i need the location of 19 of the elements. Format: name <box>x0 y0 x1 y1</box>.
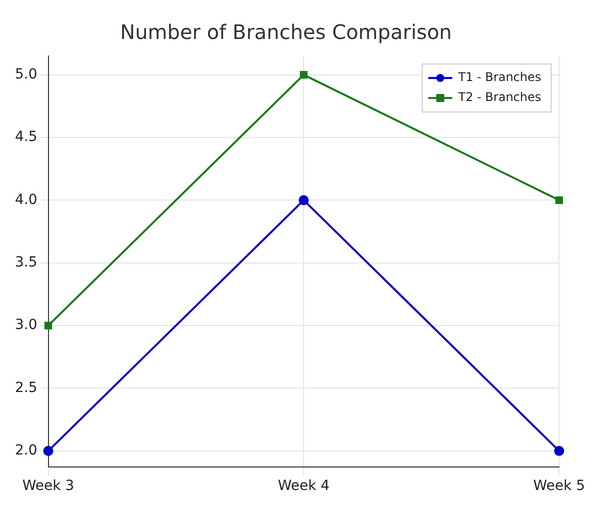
y-tick-label: 2.5 <box>15 380 38 396</box>
y-tick-label: 4.5 <box>15 129 38 146</box>
point <box>300 70 308 79</box>
legend-label: T2 - Branches <box>457 90 542 104</box>
y-tick-label: 2.0 <box>15 442 38 459</box>
legend-label: T1 - Branches <box>457 70 542 84</box>
y-tick-label: 4.0 <box>15 192 38 208</box>
x-tick-label: Week 4 <box>278 478 330 494</box>
x-tick-label: Week 5 <box>533 478 585 494</box>
point <box>43 446 54 456</box>
chart-title: Number of Branches Comparison <box>120 20 452 44</box>
x-tick-label: Week 3 <box>22 478 74 494</box>
point <box>554 446 564 456</box>
y-tick-label: 3.0 <box>15 317 38 334</box>
y-tick-label: 5.0 <box>15 66 38 82</box>
point <box>555 196 563 204</box>
point <box>298 195 309 206</box>
point <box>44 322 52 330</box>
y-tick-label: 3.5 <box>15 254 38 270</box>
